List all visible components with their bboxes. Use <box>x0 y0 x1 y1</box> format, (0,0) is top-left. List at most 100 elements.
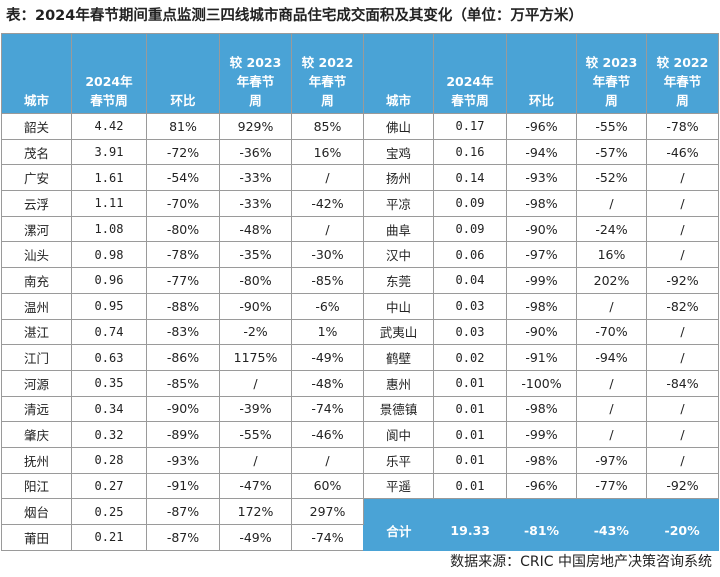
cell: -82% <box>646 292 719 320</box>
cell: 扬州 <box>363 164 434 192</box>
header-row: 城市 2024年 春节周 环比较 2023 年春节 周较 2022 年春节 周城市 2… <box>1 33 719 114</box>
cell: -90% <box>146 395 220 423</box>
table-row: 茂名 3.91 -72% -36% 16% 宝鸡 0.16 -94% -57% -46% <box>1 138 719 166</box>
header-cell: 城市 <box>363 33 434 114</box>
cell: 0.27 <box>71 472 147 500</box>
cell: / <box>646 446 719 474</box>
cell: -78% <box>646 113 719 140</box>
header-cell: 较 2023 年春节 周 <box>219 33 292 114</box>
cell: 茂名 <box>1 138 72 166</box>
cell: 鹤壁 <box>363 344 434 371</box>
cell: 南充 <box>1 267 72 294</box>
cell: 阳江 <box>1 472 72 500</box>
cell: -55% <box>576 113 647 140</box>
cell: 0.96 <box>71 267 147 294</box>
cell: 抚州 <box>1 446 72 474</box>
cell: -52% <box>576 164 647 192</box>
cell: 85% <box>291 113 364 140</box>
total-cell: 合计 19.33 -81% -43% -20% <box>363 498 719 551</box>
table-row: 阳江 0.27 -91% -47% 60% 平遥 0.01 -96% -77% -92% <box>1 472 719 500</box>
cell: 温州 <box>1 292 72 320</box>
cell: -2% <box>219 318 292 346</box>
cell: -94% <box>506 138 577 166</box>
cell: 清远 <box>1 395 72 423</box>
cell: 汕头 <box>1 241 72 269</box>
cell: -87% <box>146 498 220 525</box>
table-title: 表：2024年春节期间重点监测三四线城市商品住宅成交面积及其变化（单位：万平方米… <box>6 8 583 24</box>
cell: 0.06 <box>433 241 507 269</box>
table-row: 河源 0.35 -85% / -48% 惠州 0.01 -100% / -84% <box>1 369 719 397</box>
cell: -87% <box>146 524 220 551</box>
cell: -74% <box>291 524 364 551</box>
cell: -72% <box>146 138 220 166</box>
cell: 1% <box>291 318 364 346</box>
cell: / <box>219 446 292 474</box>
cell: 莆田 <box>1 524 72 551</box>
header-cell: 2024年 春节周 <box>433 33 507 114</box>
cell: 202% <box>576 267 647 294</box>
cell: -90% <box>219 292 292 320</box>
cell: 东莞 <box>363 267 434 294</box>
cell: 0.14 <box>433 164 507 192</box>
cell: 1175% <box>219 344 292 371</box>
header-cell: 2024年 春节周 <box>71 33 147 114</box>
header-cell: 环比 <box>506 33 577 114</box>
cell: -91% <box>506 344 577 371</box>
cell: -48% <box>219 215 292 243</box>
cell: -55% <box>219 421 292 448</box>
cell: -33% <box>219 190 292 217</box>
cell: 3.91 <box>71 138 147 166</box>
total-value: -20% <box>664 523 700 538</box>
cell: -89% <box>146 421 220 448</box>
cell: 0.04 <box>433 267 507 294</box>
cell: 0.63 <box>71 344 147 371</box>
cell: -77% <box>146 267 220 294</box>
cell: -90% <box>506 318 577 346</box>
cell: / <box>646 164 719 192</box>
cell: 0.01 <box>433 421 507 448</box>
cell: 乐平 <box>363 446 434 474</box>
cell: 0.02 <box>433 344 507 371</box>
cell: -70% <box>146 190 220 217</box>
cell: 佛山 <box>363 113 434 140</box>
cell: 0.09 <box>433 190 507 217</box>
cell: -39% <box>219 395 292 423</box>
cell: / <box>646 344 719 371</box>
cell: -46% <box>291 421 364 448</box>
header-cell: 城市 <box>1 33 72 114</box>
cell: -36% <box>219 138 292 166</box>
cell: 中山 <box>363 292 434 320</box>
cell: / <box>291 164 364 192</box>
cell: / <box>576 421 647 448</box>
cell: 16% <box>291 138 364 166</box>
cell: 0.21 <box>71 524 147 551</box>
cell: -57% <box>576 138 647 166</box>
cell: -94% <box>576 344 647 371</box>
cell: -54% <box>146 164 220 192</box>
cell: -49% <box>219 524 292 551</box>
table-row: 韶关 4.42 81% 929% 85% 佛山 0.17 -96% -55% -78% <box>1 113 719 140</box>
cell: 漯河 <box>1 215 72 243</box>
cell: 81% <box>146 113 220 140</box>
cell: 16% <box>576 241 647 269</box>
table-row: 江门 0.63 -86% 1175% -49% 鹤壁 0.02 -91% -94% / <box>1 344 719 371</box>
cell: 0.03 <box>433 292 507 320</box>
cell: -78% <box>146 241 220 269</box>
cell: 平凉 <box>363 190 434 217</box>
table-row: 湛江 0.74 -83% -2% 1% 武夷山 0.03 -90% -70% / <box>1 318 719 346</box>
cell: -30% <box>291 241 364 269</box>
cell: 0.98 <box>71 241 147 269</box>
cell: / <box>291 215 364 243</box>
cell: -93% <box>506 164 577 192</box>
cell: -77% <box>576 472 647 500</box>
source-note: 数据来源：CRIC 中国房地产决策咨询系统 <box>450 554 712 570</box>
cell: -80% <box>146 215 220 243</box>
table-row: 漯河 1.08 -80% -48% / 曲阜 0.09 -90% -24% / <box>1 215 719 243</box>
cell: -98% <box>506 190 577 217</box>
cell: / <box>576 292 647 320</box>
cell: -84% <box>646 369 719 397</box>
total-value: -81% <box>523 523 560 538</box>
cell: -97% <box>576 446 647 474</box>
cell: 0.17 <box>433 113 507 140</box>
